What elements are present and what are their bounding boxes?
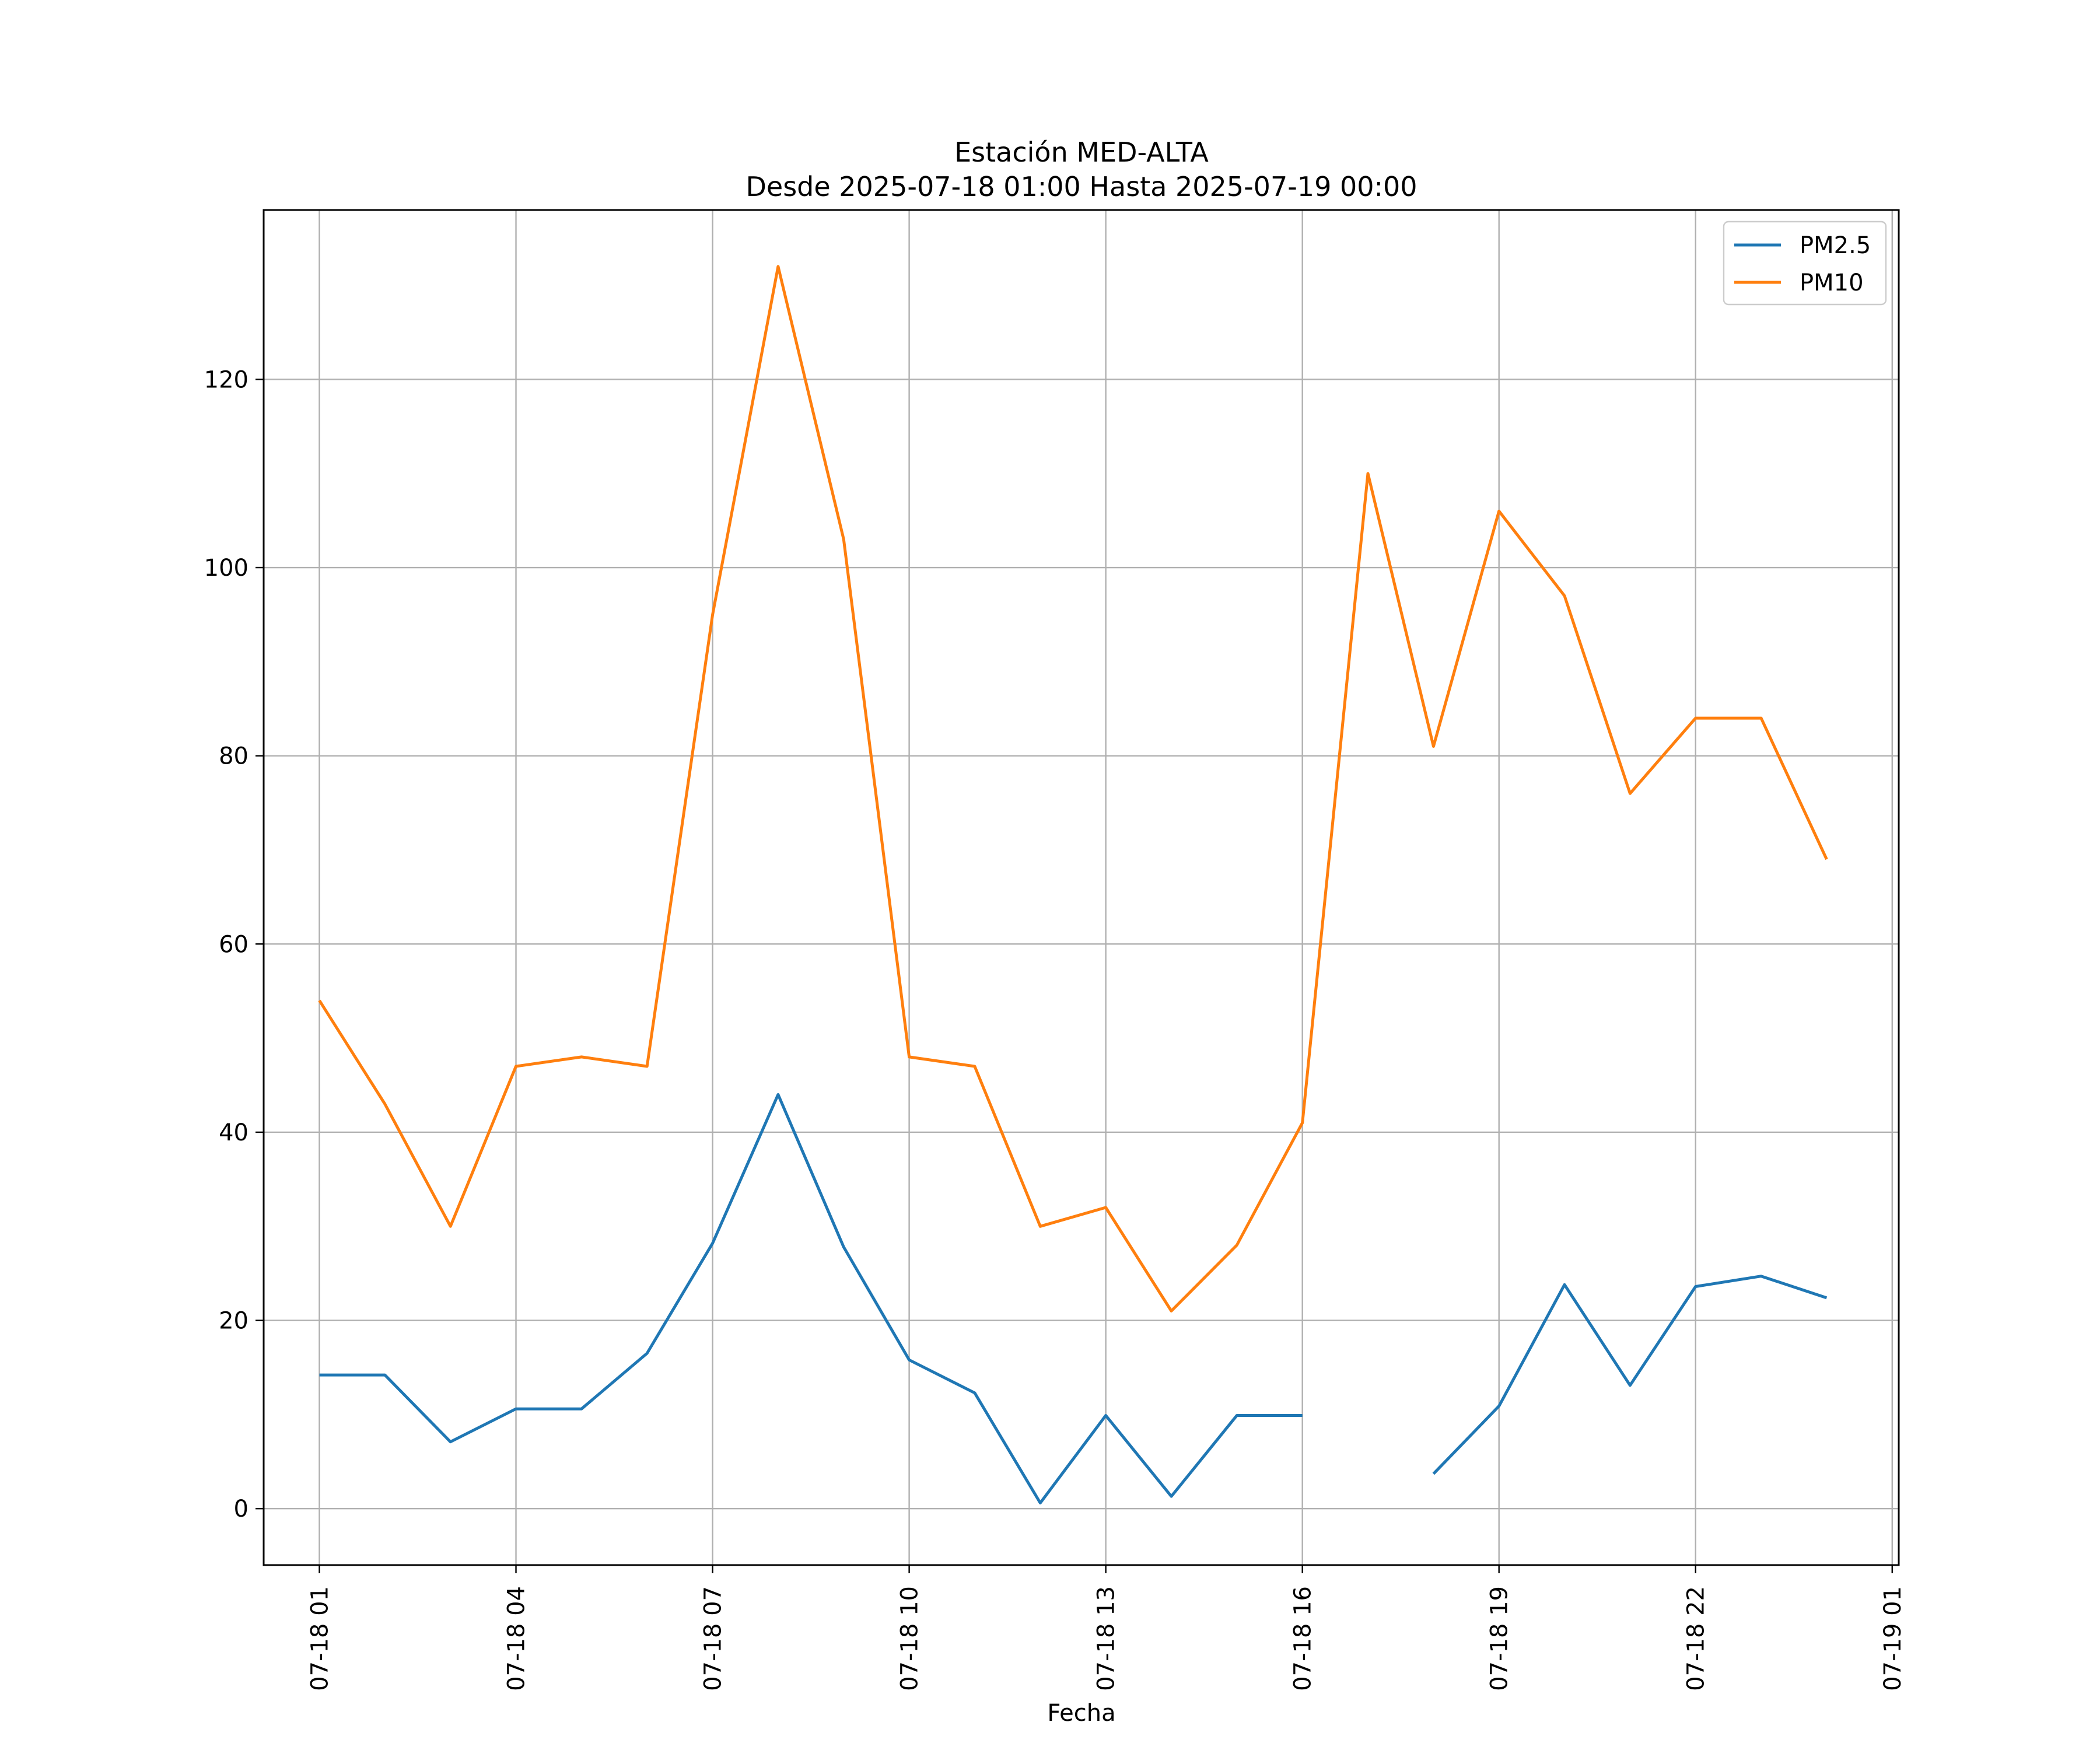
y-tick-label: 0 (234, 1496, 249, 1522)
x-tick-label: 07-18 22 (1683, 1586, 1710, 1691)
x-tick-label: 07-18 01 (306, 1586, 333, 1691)
y-tick-label: 60 (219, 931, 249, 958)
x-axis-label: Fecha (1047, 1700, 1115, 1727)
y-axis: 0 20 40 60 80 100 120 (204, 366, 264, 1522)
legend: PM2.5 PM10 (1723, 220, 1887, 306)
x-tick-label: 07-18 16 (1290, 1586, 1317, 1691)
y-tick-label: 120 (204, 366, 249, 393)
series-lines (318, 265, 1828, 1504)
y-tick-label: 100 (204, 555, 249, 582)
x-tick-label: 07-18 04 (503, 1586, 530, 1691)
x-tick-label: 07-18 13 (1093, 1586, 1120, 1691)
x-tick-label: 07-18 07 (700, 1586, 727, 1691)
chart-subtitle: Desde 2025-07-18 01:00 Hasta 2025-07-19 … (746, 171, 1417, 202)
series-line-pm10 (318, 265, 1828, 1312)
grid (264, 210, 1899, 1565)
y-tick-label: 80 (219, 743, 249, 770)
x-tick-label: 07-18 10 (897, 1586, 923, 1691)
plot-frame (262, 209, 1900, 1566)
legend-label-pm2-5: PM2.5 (1800, 232, 1871, 259)
x-tick-label: 07-18 19 (1486, 1586, 1513, 1691)
y-tick-label: 40 (219, 1119, 249, 1146)
chart-title: Estación MED-ALTA (954, 136, 1209, 168)
x-tick-label: 07-19 01 (1880, 1586, 1906, 1691)
y-tick-label: 20 (219, 1308, 249, 1335)
legend-label-pm10: PM10 (1800, 270, 1864, 296)
x-axis: 07-18 01 07-18 04 07-18 07 07-18 10 07-18 13… (306, 1565, 1906, 1691)
series-line-pm2-5 (319, 1093, 1828, 1504)
